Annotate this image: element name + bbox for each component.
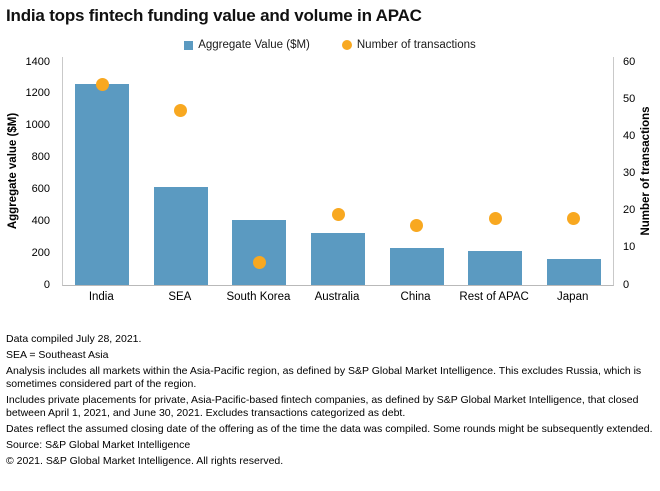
value-bar [389,247,444,285]
value-bar [546,258,601,285]
right-axis-tick-label: 60 [623,55,636,68]
transactions-dot [488,211,502,225]
left-axis-tick-label: 600 [31,182,50,195]
legend-label-transactions: Number of transactions [356,39,476,51]
footnote-line: SEA = Southeast Asia [6,349,109,361]
footnote-line: Source: S&P Global Market Intelligence [6,439,191,451]
footnote-line: Dates reflect the assumed closing date o… [6,423,653,435]
left-axis-tick-label: 400 [31,214,50,227]
right-axis-tick-label: 10 [623,241,636,254]
category-label: SEA [168,291,192,303]
value-bar [232,219,287,285]
plot-area [62,57,614,286]
category-label: Australia [314,291,360,303]
left-axis-tick-label: 0 [43,278,50,291]
transactions-dot [95,77,109,91]
left-axis-tick-label: 200 [31,246,50,259]
left-axis-tick-label: 1200 [25,87,50,100]
left-axis-tick-label: 800 [31,151,50,164]
footnote-line: Includes private placements for private,… [6,394,639,419]
transactions-dot [174,103,188,117]
transactions-dot [252,256,266,270]
legend-label-aggregate-value: Aggregate Value ($M) [198,39,310,51]
bar-series-swatch-icon [184,40,194,50]
right-axis-tick-label: 0 [623,278,630,291]
value-bar [153,187,208,285]
footnote-line: Analysis includes all markets within the… [6,365,642,390]
transactions-dot [567,211,581,225]
chart-title: India tops fintech funding value and vol… [6,6,422,25]
footnote-line: © 2021. S&P Global Market Intelligence. … [6,455,284,467]
right-axis-tick-label: 20 [623,204,636,217]
right-axis-tick-label: 40 [623,129,636,142]
legend-item-transactions: Number of transactions [341,39,476,51]
footnotes: Data compiled July 28, 2021. SEA = Southe… [6,333,656,471]
category-label: Japan [557,291,589,303]
value-bar [75,84,130,285]
category-label: India [88,291,114,303]
transactions-dot [331,207,345,221]
value-bar [311,233,365,285]
right-axis-tick-label: 50 [623,92,636,105]
left-axis-tick-label: 1000 [25,119,50,132]
right-axis-title: Number of transactions [640,106,652,236]
value-bar [468,250,523,285]
category-label: South Korea [226,291,291,303]
transactions-dot [410,219,424,233]
footnote-line: Data compiled July 28, 2021. [6,333,142,345]
dot-series-swatch-icon [341,40,352,50]
right-axis-tick-label: 30 [623,167,636,179]
category-label: Rest of APAC [459,291,529,303]
legend: Aggregate Value ($M) Number of transacti… [0,39,660,51]
left-axis-tick-label: 1400 [25,55,50,68]
legend-item-aggregate-value: Aggregate Value ($M) [184,39,310,51]
category-label: China [400,291,431,303]
